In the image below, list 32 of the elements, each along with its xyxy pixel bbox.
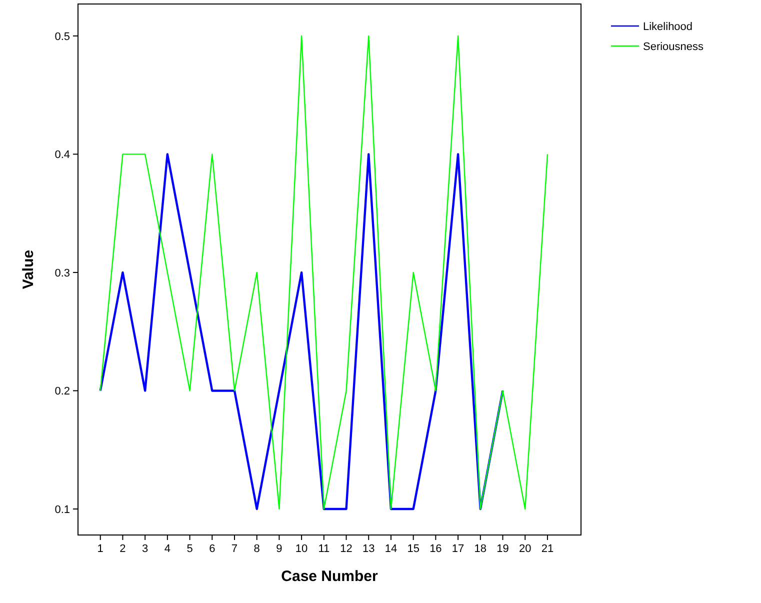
x-tick-label: 5 — [186, 543, 193, 555]
x-tick-label: 17 — [452, 543, 464, 555]
x-tick-label: 4 — [164, 543, 170, 555]
y-tick-label: 0.4 — [54, 149, 70, 162]
x-tick-label: 9 — [276, 543, 282, 555]
x-tick-label: 15 — [407, 543, 420, 555]
x-tick-label: 7 — [231, 543, 238, 555]
legend-label: Seriousness — [643, 41, 704, 53]
x-tick-label: 8 — [254, 543, 260, 555]
x-tick-label: 20 — [518, 543, 532, 555]
line-series — [99, 153, 504, 510]
x-tick-label: 11 — [318, 543, 330, 555]
y-tick-label: 0.1 — [54, 504, 70, 516]
x-tick-label: 18 — [474, 543, 487, 555]
x-tick-label: 13 — [362, 543, 375, 555]
x-tick-label: 10 — [295, 543, 308, 555]
x-tick-label: 12 — [340, 543, 352, 555]
y-tick-label: 0.2 — [54, 386, 70, 398]
x-tick-label: 16 — [430, 543, 442, 555]
x-tick-label: 1 — [97, 543, 104, 555]
x-axis-title: Case Number — [281, 568, 378, 585]
x-tick-label: 21 — [541, 543, 554, 555]
y-tick-label: 0.3 — [54, 267, 70, 280]
x-tick-label: 3 — [142, 543, 148, 555]
y-axis-title: Value — [20, 250, 37, 290]
x-tick-label: 14 — [384, 543, 398, 555]
y-tick-label: 0.5 — [54, 30, 70, 43]
line-series — [100, 35, 548, 510]
x-tick-label: 2 — [120, 543, 126, 555]
x-tick-label: 6 — [209, 543, 216, 555]
legend-label: Likelihood — [643, 21, 693, 33]
x-tick-label: 19 — [496, 543, 509, 555]
